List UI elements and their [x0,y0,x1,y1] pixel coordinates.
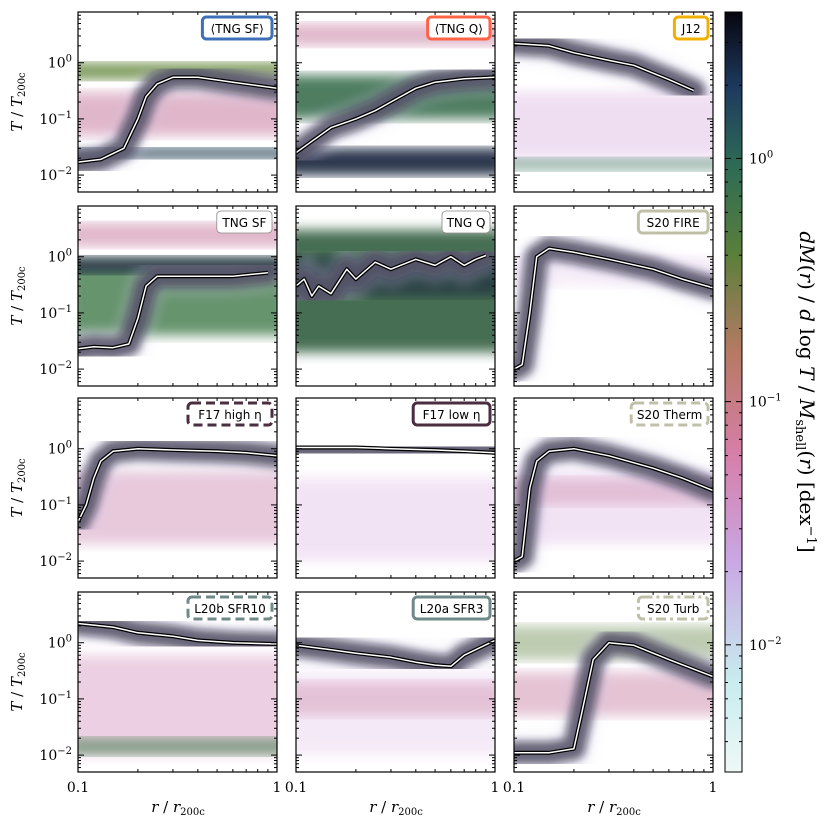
x-tick-label: 0.1 [67,780,89,796]
svg-text:T / T200c: T / T200c [8,266,28,326]
heatmap-s20_therm [514,431,713,578]
svg-text:TNG SF: TNG SF [221,216,266,230]
y-tick-label: 10−2 [39,552,72,570]
svg-text:J12: J12 [681,22,701,36]
heatmap-f17_high [78,431,277,545]
y-axis-title-row2: T / T200c [8,266,28,326]
y-tick-label: 10−2 [39,360,72,378]
panel-grid: 10−2 10−1 100 ⟨TNG SF⟩ ⟨TNG Q⟩ J12 10−2 10−1 100… [39,11,718,796]
y-tick-label: 10−2 [39,746,72,764]
svg-text:T / T200c: T / T200c [8,72,28,132]
panel-tng_sf: 10−2 10−1 100 TNG SF [39,205,278,387]
svg-text:⟨TNG SF⟩: ⟨TNG SF⟩ [211,22,264,36]
colorbar-tick-label: 100 [749,149,773,167]
colorbar-tick-label: 10−2 [749,636,782,654]
colorbar [724,11,743,773]
y-tick-label: 10−1 [39,304,72,322]
panel-label-l20a_sfr3: L20a SFR3 [411,595,492,621]
panel-label-f17_high: F17 high η [186,401,274,427]
svg-text:F17 low η: F17 low η [423,408,481,422]
panel-j12: J12 [513,11,714,193]
panel-label-tng_sf: TNG SF [216,210,273,234]
heatmap-tngsf_stack [78,60,277,180]
heatmap-j12 [514,26,713,171]
heatmap-tng_sf [78,222,277,366]
panel-tng_q: TNG Q [295,205,496,387]
panel-tngsf_stack: 10−2 10−1 100 ⟨TNG SF⟩ [39,11,278,193]
x-tick-label: 1 [273,780,282,796]
colorbar-ticks: 10−2 10−1 100 [725,11,782,773]
svg-text:L20a SFR3: L20a SFR3 [420,602,484,616]
heatmap-l20a_sfr3 [296,623,495,756]
panel-label-l20b_sfr10: L20b SFR10 [186,595,274,621]
panel-label-s20_therm: S20 Therm [629,401,710,427]
panel-l20a_sfr3: 0.1 1 L20a SFR3 [285,591,500,796]
x-tick-label: 1 [491,780,500,796]
x-axis-title-col1: r / r200c [151,798,205,818]
panel-label-f17_low: F17 low η [411,401,492,427]
panel-label-s20_turb: S20 Turb [636,595,710,621]
svg-text:L20b SFR10: L20b SFR10 [194,602,266,616]
panel-label-s20_fire: S20 FIRE [636,209,710,235]
panel-s20_therm: S20 Therm [513,397,714,579]
x-tick-label: 0.1 [285,780,307,796]
panel-tngq_stack: ⟨TNG Q⟩ [295,11,496,193]
y-axis-title-row1: T / T200c [8,72,28,132]
y-tick-label: 10−1 [39,690,72,708]
panel-f17_low: F17 low η [295,397,496,579]
y-tick-label: 10−2 [39,166,72,184]
x-axis-title-col3: r / r200c [587,798,641,818]
panel-label-tngsf_stack: ⟨TNG SF⟩ [200,15,274,41]
colorbar-title: dM(r) / d log T / Mshell(r) [dex−1] [792,231,819,552]
y-tick-label: 10−1 [39,110,72,128]
y-tick-label: 100 [48,248,72,266]
svg-text:F17 high η: F17 high η [198,408,262,422]
heatmap-s20_fire [514,230,713,386]
panel-s20_turb: 0.1 1 S20 Turb [503,591,718,796]
heatmap-tng_q [296,229,495,353]
x-tick-label: 0.1 [503,780,525,796]
panel-label-j12: J12 [672,15,710,41]
heatmap-s20_turb [514,624,713,770]
svg-text:S20 FIRE: S20 FIRE [647,216,700,230]
svg-text:T / T200c: T / T200c [8,458,28,518]
y-axis-title-row4: T / T200c [8,652,28,712]
colorbar-tick-label: 10−1 [749,393,782,411]
panel-l20b_sfr10: 10−2 10−1 100 0.1 1 L20b SFR10 [39,591,282,796]
heatmap-l20b_sfr10 [78,606,277,756]
panel-s20_fire: S20 FIRE [513,205,714,387]
svg-text:r / r200c: r / r200c [369,798,423,818]
panel-label-tngq_stack: ⟨TNG Q⟩ [426,15,492,41]
panel-f17_high: 10−2 10−1 100 F17 high η [39,397,278,579]
y-axis-title-row3: T / T200c [8,458,28,518]
svg-text:S20 Therm: S20 Therm [637,408,702,422]
svg-text:S20 Turb: S20 Turb [647,602,699,616]
svg-text:r / r200c: r / r200c [587,798,641,818]
y-tick-label: 100 [48,634,72,652]
panel-label-tng_q: TNG Q [441,210,491,234]
svg-text:TNG Q: TNG Q [446,216,486,230]
heatmap-f17_low [296,430,495,562]
y-tick-label: 100 [48,54,72,72]
svg-text:dM(r) / d log T / Mshell(r) [d: dM(r) / d log T / Mshell(r) [dex−1] [792,231,819,552]
svg-text:r / r200c: r / r200c [151,798,205,818]
svg-text:⟨TNG Q⟩: ⟨TNG Q⟩ [435,22,483,36]
x-axis-title-col2: r / r200c [369,798,423,818]
y-tick-label: 10−1 [39,496,72,514]
y-tick-label: 100 [48,440,72,458]
svg-text:T / T200c: T / T200c [8,652,28,712]
x-tick-label: 1 [709,780,718,796]
